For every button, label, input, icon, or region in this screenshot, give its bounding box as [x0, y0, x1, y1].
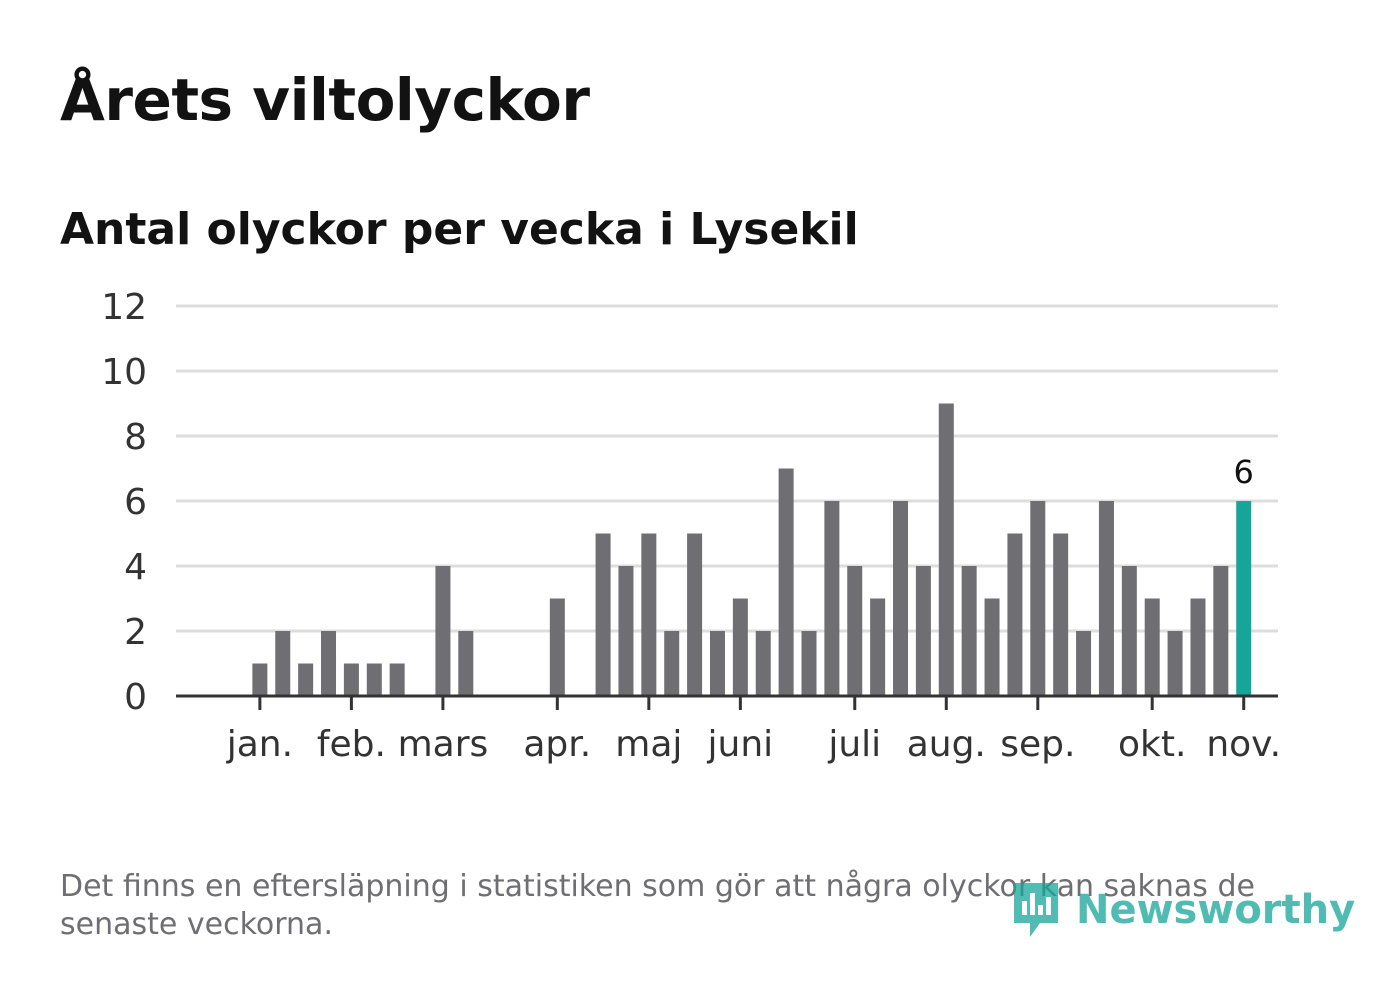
- bar: [641, 533, 657, 696]
- bar: [984, 598, 1000, 696]
- bar: [1098, 501, 1114, 696]
- newsworthy-logo-icon: [1014, 883, 1058, 937]
- x-axis: [176, 694, 1278, 710]
- bar: [938, 403, 954, 696]
- highlight-value-label: 6: [1234, 453, 1254, 491]
- y-tick-label: 6: [124, 482, 147, 523]
- bar: [321, 631, 337, 696]
- bar: [435, 566, 451, 696]
- bar: [389, 663, 405, 696]
- logo-text: Newsworthy: [1076, 887, 1356, 933]
- x-tick-label: feb.: [317, 724, 386, 765]
- bar: [1030, 501, 1046, 696]
- chart-title: Årets viltolyckor: [60, 66, 590, 134]
- x-tick-label: apr.: [523, 724, 591, 765]
- bar: [1007, 533, 1023, 696]
- newsworthy-logo: Newsworthy: [1010, 878, 1355, 942]
- bar: [755, 631, 771, 696]
- bar: [824, 501, 840, 696]
- x-tick-label: okt.: [1118, 724, 1186, 765]
- x-tick-label: juni: [707, 724, 774, 765]
- bar: [1053, 533, 1069, 696]
- bar-chart: 0 2 4 6 8 10 12 jan. feb. mars apr. maj juni juli aug…: [101, 287, 1281, 765]
- x-tick-label: aug.: [907, 724, 986, 765]
- bar: [1121, 566, 1137, 696]
- bar: [709, 631, 725, 696]
- bar: [961, 566, 977, 696]
- bar: [366, 663, 382, 696]
- bar: [595, 533, 611, 696]
- gridlines: [176, 304, 1278, 633]
- x-tick-label: sep.: [1000, 724, 1075, 765]
- bar: [298, 663, 314, 696]
- bars: [252, 403, 1252, 696]
- y-tick-label: 10: [101, 352, 147, 393]
- bar: [870, 598, 886, 696]
- y-tick-label: 4: [124, 547, 147, 588]
- y-tick-label: 0: [124, 677, 147, 718]
- x-axis-labels: jan. feb. mars apr. maj juni juli aug. sep. okt. n…: [226, 724, 1281, 765]
- bar: [664, 631, 680, 696]
- bar: [549, 598, 565, 696]
- bar: [801, 631, 817, 696]
- bar-highlight: [1236, 501, 1252, 696]
- bar: [1190, 598, 1206, 696]
- bar: [778, 468, 794, 696]
- y-tick-label: 12: [101, 287, 147, 328]
- y-axis-labels: 0 2 4 6 8 10 12: [101, 287, 147, 718]
- bar: [1213, 566, 1229, 696]
- bar: [1144, 598, 1160, 696]
- bar: [1076, 631, 1092, 696]
- x-tick-label: nov.: [1206, 724, 1281, 765]
- bar: [687, 533, 703, 696]
- y-tick-label: 8: [124, 417, 147, 458]
- x-tick-label: mars: [398, 724, 489, 765]
- bar: [847, 566, 863, 696]
- bar: [893, 501, 909, 696]
- annotations: 6: [1234, 453, 1254, 491]
- bar: [618, 566, 634, 696]
- bar: [275, 631, 291, 696]
- y-tick-label: 2: [124, 612, 147, 653]
- x-tick-label: jan.: [226, 724, 293, 765]
- bar: [252, 663, 268, 696]
- bar: [915, 566, 931, 696]
- chart-subtitle: Antal olyckor per vecka i Lysekil: [60, 204, 859, 255]
- x-tick-label: maj: [615, 724, 682, 765]
- x-tick-label: juli: [827, 724, 881, 765]
- bar: [732, 598, 748, 696]
- bar: [343, 663, 359, 696]
- bar: [1167, 631, 1183, 696]
- bar: [458, 631, 474, 696]
